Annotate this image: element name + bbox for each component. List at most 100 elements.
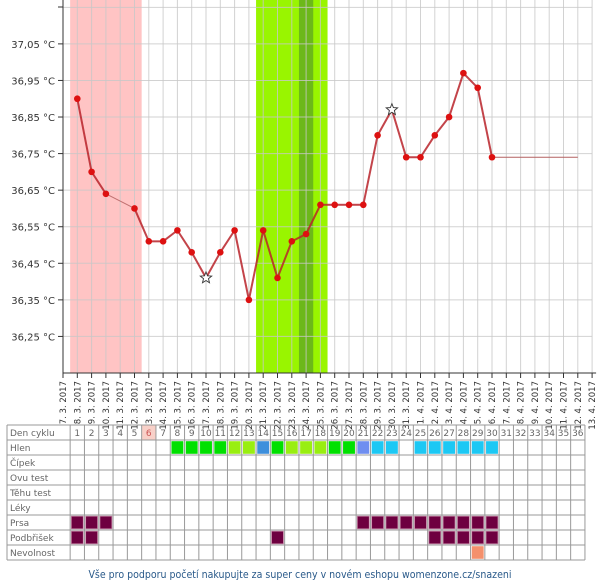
temperature-line-segment <box>233 230 250 301</box>
day-number: 25 <box>415 429 426 439</box>
temperature-line-segment <box>219 229 236 253</box>
symptom-mark <box>428 530 442 545</box>
temperature-point <box>174 227 181 234</box>
symptom-mark <box>200 441 212 454</box>
temperature-line-segment <box>247 230 265 301</box>
symptom-mark <box>343 441 355 454</box>
temperature-point <box>259 227 267 234</box>
x-tick-label: 19. 3. 2017 <box>231 381 241 430</box>
x-tick-label: 7. 3. 2017 <box>59 381 69 424</box>
temperature-line-segment <box>205 251 222 279</box>
temperature-point <box>74 95 81 103</box>
day-number: 19 <box>329 429 341 439</box>
bbt-chart: 36,25 °C 36,35 °C 36,45 °C 36,55 °C 36,65 °C… <box>6 0 598 561</box>
day-number: 14 <box>257 429 269 439</box>
day-number: 6 <box>146 429 152 439</box>
temperature-point <box>188 249 195 256</box>
symptom-mark <box>471 530 485 545</box>
day-number: 31 <box>501 429 512 439</box>
x-tick-label: 9. 4. 2017 <box>531 381 541 424</box>
temperature-line-segment <box>462 72 479 89</box>
x-tick-label: 10. 4. 2017 <box>545 381 555 430</box>
x-tick-label: 1. 4. 2017 <box>417 381 427 424</box>
y-tick-label: 36,75 °C <box>11 150 55 161</box>
symptom-mark <box>242 441 255 454</box>
day-number: 1 <box>74 429 80 439</box>
symptom-mark <box>271 530 284 545</box>
symptom-mark <box>214 441 227 454</box>
symptom-mark <box>428 515 442 530</box>
symptom-mark <box>457 515 470 530</box>
x-tick-label: 20. 3. 2017 <box>245 381 255 430</box>
day-number: 32 <box>515 429 526 439</box>
day-number: 7 <box>160 429 166 439</box>
day-number: 30 <box>486 429 498 439</box>
temperature-point <box>231 227 238 234</box>
symptom-mark <box>271 441 284 454</box>
symptom-mark <box>70 530 84 545</box>
x-tick-label: 12. 3. 2017 <box>131 381 141 430</box>
temperature-point <box>88 168 95 176</box>
symptom-mark <box>485 515 499 530</box>
temperature-point <box>145 238 153 245</box>
x-tick-label: 13. 3. 2017 <box>145 381 155 430</box>
symptom-mark <box>442 530 456 545</box>
symptom-mark <box>171 441 184 454</box>
x-tick-label: 22. 3. 2017 <box>274 381 284 430</box>
x-tick-label: 7. 4. 2017 <box>502 381 512 424</box>
x-tick-label: 11. 3. 2017 <box>116 381 126 430</box>
day-number: 34 <box>543 429 555 439</box>
x-tick-label: 12. 4. 2017 <box>574 381 584 430</box>
y-tick-label: 36,65 °C <box>11 186 55 197</box>
temperature-line-segment <box>276 240 293 279</box>
symptom-mark <box>428 441 441 454</box>
temperature-point <box>288 238 296 245</box>
day-number: 9 <box>189 429 195 439</box>
symptom-mark <box>228 441 241 454</box>
day-number: 22 <box>372 429 383 439</box>
temperature-line-segment <box>476 87 493 158</box>
temperature-point <box>474 84 482 92</box>
symptom-mark <box>457 530 470 545</box>
y-tick-label: 36,85 °C <box>11 113 55 124</box>
symptom-mark <box>385 515 399 530</box>
day-number: 26 <box>429 429 441 439</box>
day-number: 15 <box>272 429 283 439</box>
x-tick-label: 26. 3. 2017 <box>331 381 341 430</box>
symptom-mark <box>414 441 427 454</box>
symptom-mark <box>471 515 485 530</box>
temperature-point <box>374 132 381 139</box>
row-label: Nevolnost <box>10 549 56 559</box>
star-icon <box>199 270 213 284</box>
temperature-point <box>445 113 453 121</box>
day-number: 35 <box>558 429 569 439</box>
y-tick-label: 36,45 °C <box>11 259 55 270</box>
x-tick-label: 3. 4. 2017 <box>445 381 455 424</box>
day-number: 3 <box>103 429 109 439</box>
x-tick-label: 9. 3. 2017 <box>88 381 98 424</box>
symptom-mark <box>356 515 370 530</box>
x-tick-label: 18. 3. 2017 <box>216 381 226 430</box>
day-number: 13 <box>243 429 254 439</box>
footer-link[interactable]: Vše pro podporu početí nakupujte za supe… <box>88 569 512 581</box>
row-label: Hlen <box>10 444 31 454</box>
symptom-mark <box>371 515 384 530</box>
x-tick-label: 27. 3. 2017 <box>345 381 355 430</box>
temperature-point <box>460 69 467 77</box>
day-number: 18 <box>315 429 327 439</box>
symptom-mark <box>70 515 84 530</box>
day-number: 36 <box>572 429 584 439</box>
temperature-line-segment <box>434 116 450 136</box>
day-number: 11 <box>215 429 226 439</box>
symptom-mark <box>414 515 427 530</box>
x-tick-label: 10. 3. 2017 <box>102 381 112 430</box>
x-tick-label: 13. 4. 2017 <box>588 381 598 430</box>
y-tick-label: 36,95 °C <box>11 76 55 87</box>
symptom-mark <box>257 441 270 454</box>
day-number: 23 <box>386 429 397 439</box>
x-tick-label: 28. 3. 2017 <box>359 381 369 430</box>
temperature-point <box>159 238 167 245</box>
temperature-point <box>360 201 367 209</box>
symptom-mark <box>357 441 370 454</box>
symptom-mark <box>85 515 98 530</box>
